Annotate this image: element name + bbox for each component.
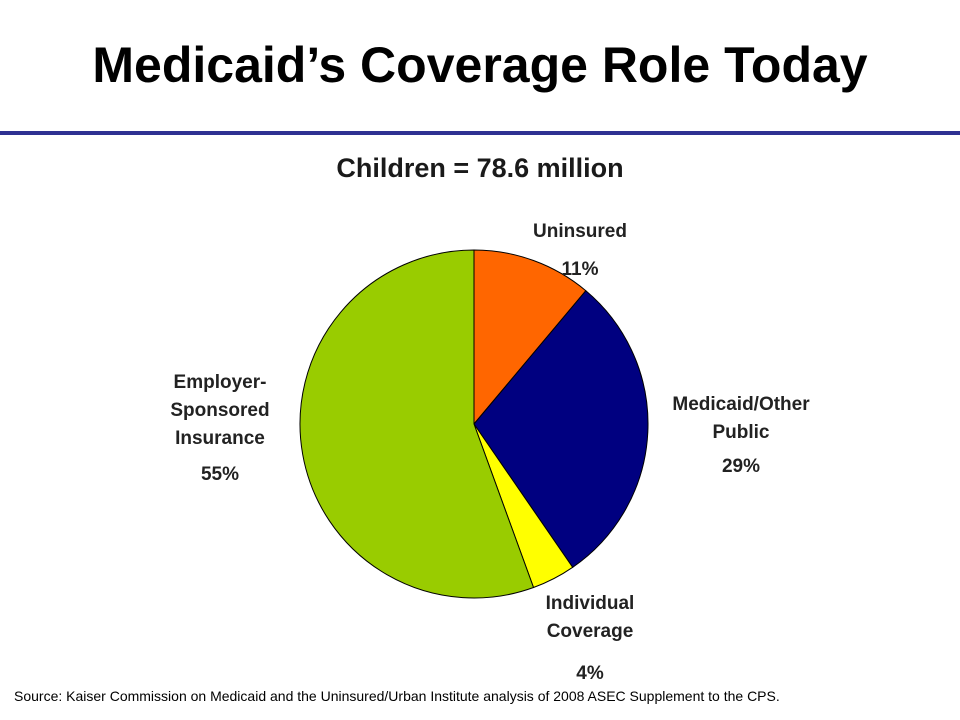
label-uninsured: Uninsured 11% xyxy=(500,218,660,284)
pie-slice-employer-sponsored-insurance xyxy=(299,249,535,599)
pie-slice-medicaid-other-public xyxy=(473,290,649,569)
label-individual-name-line1: Individual xyxy=(545,593,635,614)
chart-title: Children = 78.6 million xyxy=(336,153,624,183)
source-note: Source: Kaiser Commission on Medicaid an… xyxy=(14,688,780,704)
label-medicaid-name-line2: Public xyxy=(712,422,770,443)
label-medicaid-percent: 29% xyxy=(721,456,761,477)
label-employer-name-line3: Insurance xyxy=(175,428,265,449)
label-individual-percent: 4% xyxy=(576,663,604,684)
label-employer-name-line1: Employer- xyxy=(173,372,267,393)
label-individual: Individual Coverage 4% xyxy=(520,590,660,688)
pie-slice-uninsured xyxy=(473,249,587,426)
slide-title: Medicaid’s Coverage Role Today xyxy=(92,37,868,93)
title-divider xyxy=(0,131,960,135)
label-individual-name-line2: Coverage xyxy=(546,621,634,642)
label-medicaid-name-line1: Medicaid/Other xyxy=(672,394,810,415)
label-uninsured-name: Uninsured xyxy=(533,221,627,242)
label-uninsured-percent: 11% xyxy=(561,259,599,280)
label-employer: Employer- Sponsored Insurance 55% xyxy=(140,369,300,489)
label-employer-name-line2: Sponsored xyxy=(170,400,270,421)
label-employer-percent: 55% xyxy=(200,464,240,485)
label-medicaid: Medicaid/Other Public 29% xyxy=(646,391,836,481)
